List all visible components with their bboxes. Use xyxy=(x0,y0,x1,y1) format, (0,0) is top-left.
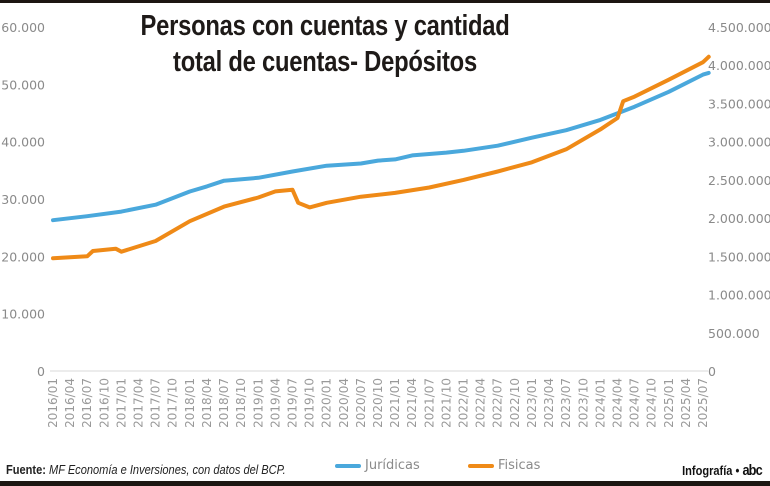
x-tick-label: 2017/04 xyxy=(132,378,146,428)
x-tick-label: 2023/07 xyxy=(559,378,573,428)
source-label: Fuente: xyxy=(6,462,46,477)
x-tick-label: 2017/01 xyxy=(114,378,128,428)
y-left-tick-label: 30.000 xyxy=(1,192,45,207)
x-tick-label: 2025/04 xyxy=(679,378,693,428)
y-right-tick-label: 3.500.000 xyxy=(708,96,770,111)
y-right-tick-label: 500.000 xyxy=(708,326,760,341)
x-tick-label: 2022/10 xyxy=(508,378,522,428)
x-tick-label: 2020/04 xyxy=(337,378,351,428)
x-tick-label: 2017/10 xyxy=(166,378,180,428)
x-tick-label: 2021/10 xyxy=(439,378,453,428)
x-tick-label: 2018/07 xyxy=(217,378,231,428)
series-line-fisicas xyxy=(51,54,711,261)
legend-swatch-fisicas xyxy=(468,463,494,468)
series-line-juridicas xyxy=(51,70,711,223)
x-tick-label: 2021/07 xyxy=(422,378,436,428)
x-tick-label: 2016/04 xyxy=(63,378,77,428)
brand: Infografía • abc xyxy=(682,462,763,479)
x-tick-label: 2025/01 xyxy=(662,378,676,428)
x-tick-label: 2017/07 xyxy=(149,378,163,428)
legend-label-fisicas: Fisicas xyxy=(498,458,541,473)
x-tick-label: 2016/01 xyxy=(46,378,60,428)
x-tick-label: 2020/01 xyxy=(320,378,334,428)
x-tick-label: 2016/07 xyxy=(80,378,94,428)
legend-swatch-juridicas xyxy=(335,463,361,468)
y-right-tick-label: 4.000.000 xyxy=(708,58,770,73)
x-tick-label: 2024/04 xyxy=(610,378,624,428)
abc-logo: abc xyxy=(742,462,763,479)
x-tick-label: 2022/01 xyxy=(457,378,471,428)
y-right-tick-label: 3.000.000 xyxy=(708,135,770,150)
x-tick-label: 2019/07 xyxy=(285,378,299,428)
y-left-tick-label: 20.000 xyxy=(1,249,45,264)
y-right-tick-label: 1.000.000 xyxy=(708,288,770,303)
x-tick-label: 2024/10 xyxy=(645,378,659,428)
y-right-tick-label: 2.000.000 xyxy=(708,211,770,226)
y-left-tick-label: 50.000 xyxy=(1,77,45,92)
x-tick-label: 2020/10 xyxy=(371,378,385,428)
x-tick-label: 2018/10 xyxy=(234,378,248,428)
x-tick-label: 2024/07 xyxy=(628,378,642,428)
x-tick-label: 2019/10 xyxy=(303,378,317,428)
title-line-1: Personas con cuentas y cantidad xyxy=(140,10,510,42)
y-right-tick-label: 1.500.000 xyxy=(708,249,770,264)
y-left-tick-label: 40.000 xyxy=(1,135,45,150)
legend-item-fisicas: Fisicas xyxy=(468,458,540,473)
x-tick-label: 2024/01 xyxy=(593,378,607,428)
brand-text: Infografía • xyxy=(682,463,740,478)
x-tick-label: 2021/01 xyxy=(388,378,402,428)
y-right-tick-label: 4.500.000 xyxy=(708,20,770,35)
x-tick-label: 2023/10 xyxy=(576,378,590,428)
source-note: Fuente: MF Economía e Inversiones, con d… xyxy=(6,462,286,477)
x-tick-label: 2019/01 xyxy=(251,378,265,428)
x-tick-label: 2018/04 xyxy=(200,378,214,428)
y-right-tick-label: 2.500.000 xyxy=(708,173,770,188)
legend-label-juridicas: Jurídicas xyxy=(365,458,420,473)
x-tick-label: 2023/01 xyxy=(525,378,539,428)
title-line-2: total de cuentas- Depósitos xyxy=(173,46,477,78)
y-left-tick-label: 10.000 xyxy=(1,307,45,322)
x-tick-label: 2020/07 xyxy=(354,378,368,428)
top-bar xyxy=(0,0,770,3)
x-tick-label: 2022/07 xyxy=(491,378,505,428)
x-tick-label: 2022/04 xyxy=(474,378,488,428)
source-text: MF Economía e Inversiones, con datos del… xyxy=(48,462,286,477)
y-left-tick-label: 60.000 xyxy=(1,20,45,35)
x-tick-label: 2021/04 xyxy=(405,378,419,428)
x-tick-label: 2023/04 xyxy=(542,378,556,428)
legend-item-juridicas: Jurídicas xyxy=(335,458,420,473)
y-right-tick-label: 0 xyxy=(708,364,716,379)
bottom-bar xyxy=(0,481,770,486)
chart-title: Personas con cuentas y cantidad total de… xyxy=(108,8,543,80)
x-tick-label: 2016/10 xyxy=(97,378,111,428)
x-tick-label: 2025/07 xyxy=(696,378,710,428)
y-left-tick-label: 0 xyxy=(37,364,45,379)
x-tick-label: 2018/01 xyxy=(183,378,197,428)
x-tick-label: 2019/04 xyxy=(268,378,282,428)
